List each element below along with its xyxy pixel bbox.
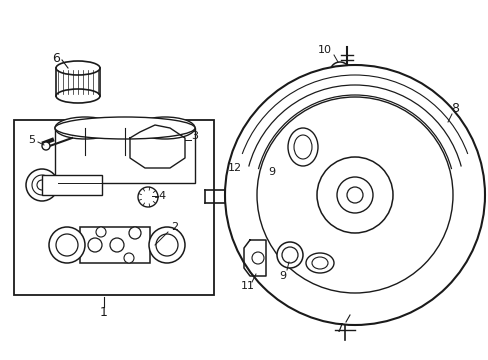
Circle shape [251,252,264,264]
Ellipse shape [311,257,327,269]
Ellipse shape [305,253,333,273]
Ellipse shape [55,117,195,139]
Ellipse shape [135,117,195,139]
Text: 1: 1 [100,306,108,320]
Text: 11: 11 [241,281,254,291]
Polygon shape [130,125,184,168]
Circle shape [129,227,141,239]
Text: 4: 4 [158,191,165,201]
Circle shape [276,242,303,268]
Circle shape [42,142,50,150]
Circle shape [257,97,452,293]
Text: 6: 6 [52,51,60,64]
Ellipse shape [56,61,100,75]
Text: 7: 7 [335,321,343,334]
Circle shape [334,67,345,77]
Ellipse shape [293,135,311,159]
Circle shape [88,238,102,252]
Circle shape [49,227,85,263]
Ellipse shape [287,128,317,166]
Ellipse shape [56,89,100,103]
Circle shape [156,234,178,256]
Circle shape [56,234,78,256]
Circle shape [124,253,134,263]
Bar [14,120,214,295]
Circle shape [346,187,362,203]
Text: 9: 9 [279,271,286,281]
Circle shape [336,177,372,213]
Circle shape [282,247,297,263]
Text: 8: 8 [450,102,458,114]
Circle shape [268,186,286,204]
Text: 10: 10 [317,45,331,55]
Circle shape [224,65,484,325]
Ellipse shape [55,117,115,139]
Circle shape [263,180,292,210]
Text: 12: 12 [227,163,242,173]
Circle shape [329,62,349,82]
Circle shape [149,227,184,263]
Text: 5: 5 [28,135,36,145]
Text: 3: 3 [191,131,198,141]
Circle shape [138,187,158,207]
Text: 2: 2 [171,222,178,232]
Bar [55,128,195,183]
Circle shape [96,227,106,237]
Circle shape [37,180,47,190]
Circle shape [316,157,392,233]
Circle shape [32,175,52,195]
Bar [80,227,150,263]
Text: 9: 9 [268,167,275,177]
Bar [42,175,102,195]
Circle shape [26,169,58,201]
Circle shape [110,238,124,252]
